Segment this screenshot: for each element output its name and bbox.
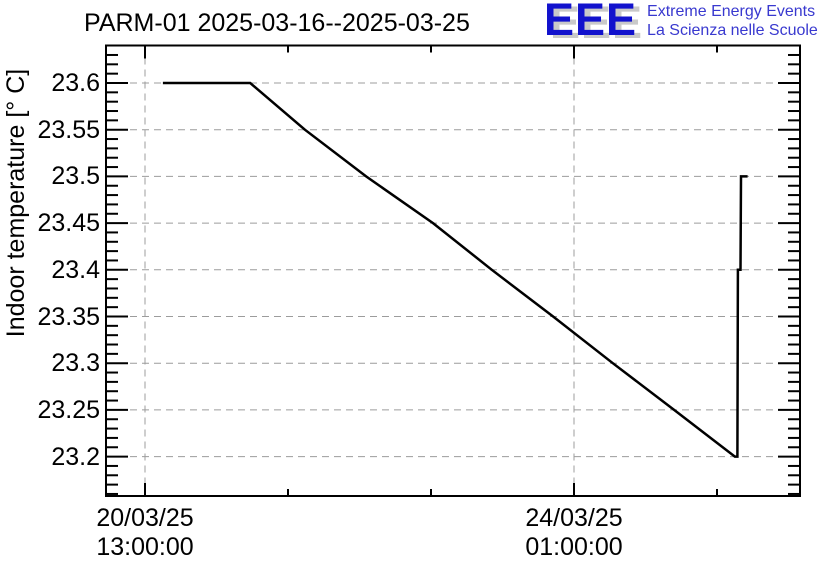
temperature-line — [162, 81, 748, 458]
eee-logo-line1: Extreme Energy Events — [647, 3, 816, 20]
x-tick-label-date: 20/03/25 — [96, 504, 194, 532]
y-tick-label: 23.35 — [37, 302, 100, 331]
y-tick-label: 23.6 — [51, 69, 100, 97]
y-tick-label: 23.2 — [51, 442, 100, 471]
x-tick-label-time: 13:00:00 — [96, 533, 194, 561]
eee-logo: EEE Extreme Energy Events La Scienza nel… — [544, 0, 818, 42]
x-tick-label-time: 01:00:00 — [525, 533, 623, 561]
y-tick-label: 23.55 — [37, 115, 100, 144]
y-tick-label: 23.45 — [37, 209, 100, 238]
y-tick-label: 23.4 — [51, 255, 100, 284]
eee-logo-line2: La Scienza nelle Scuole — [647, 22, 818, 39]
y-tick-label: 23.3 — [51, 349, 100, 378]
eee-logo-acronym: EEE — [544, 0, 638, 45]
y-tick-label: 23.5 — [51, 162, 100, 191]
x-tick-label-date: 24/03/25 — [525, 504, 623, 532]
eee-logo-text: Extreme Energy Events La Scienza nelle S… — [647, 2, 818, 40]
y-tick-label: 23.25 — [37, 395, 100, 424]
chart-title: PARM-01 2025-03-16--2025-03-25 — [84, 9, 470, 37]
plot-frame — [105, 44, 801, 497]
